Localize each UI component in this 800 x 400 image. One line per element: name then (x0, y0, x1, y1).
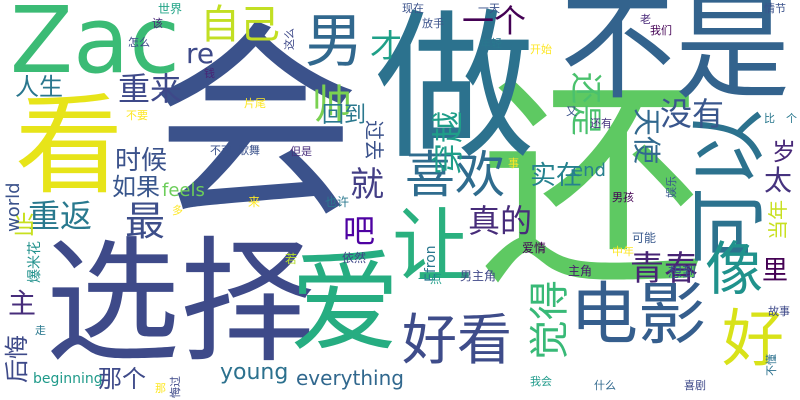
word-haokan: 好看 (402, 308, 513, 372)
word-xihuan: 喜欢 (405, 146, 505, 204)
word-ruo: 若 (285, 252, 298, 266)
word-world: world (3, 182, 24, 232)
word-yidian: 一点 (418, 272, 443, 286)
word-shuai: 帅 (312, 82, 352, 128)
word-yiran: 依然 (342, 251, 367, 265)
word-feels: feels (162, 180, 205, 201)
word-qingjie: 情节 (764, 2, 786, 15)
word-ai: 爱 (290, 239, 400, 367)
word-chonglai: 重来 (118, 70, 183, 108)
word-bi: 比 (764, 112, 775, 125)
word-women: 我们 (650, 24, 672, 37)
word-qingchun: 青春 (630, 249, 698, 289)
word-zhujiao: 主角 (568, 264, 593, 278)
word-shi: 事 (508, 157, 519, 170)
word-huiguo: 悔过 (169, 376, 182, 398)
word-yexu: 也许 (325, 195, 350, 209)
word-yitian: 一天 (478, 2, 500, 15)
word-shizai: 实在 (530, 161, 583, 191)
word-lao: 老 (640, 13, 651, 26)
word-shihou: 时候 (115, 146, 168, 176)
word-ba: 吧 (343, 212, 376, 250)
word-yule: 娱乐 (665, 176, 678, 198)
word-aiqing: 爱情 (522, 241, 547, 255)
word-cai: 才 (370, 27, 403, 65)
word-nanzhujiao: 男主角 (460, 269, 497, 283)
word-meiyou: 没有 (660, 95, 725, 133)
word-nage: 那个 (98, 365, 146, 393)
word-sui: 岁 (772, 138, 796, 166)
word-nanhai: 男孩 (612, 191, 634, 204)
word-shijie: 世界 (158, 2, 183, 16)
word-zui: 最 (125, 199, 165, 245)
word-fangshou: 放手 (422, 17, 444, 30)
word-rensheng: 人生 (15, 73, 63, 101)
word-li: 里 (762, 256, 789, 286)
word-hao: 好 (722, 302, 785, 375)
word-tianshi: 天使 (630, 108, 663, 165)
word-xiang: 像 (705, 235, 764, 303)
word-zhende: 真的 (468, 202, 533, 240)
word-huidao: 回到 (322, 103, 367, 128)
word-zou: 走 (35, 324, 46, 337)
word-lai: 来 (248, 195, 261, 209)
word-buke: 不可 (210, 144, 232, 157)
word-hai: 还 (480, 56, 705, 318)
word-dianying: 电影 (570, 276, 707, 355)
word-guoqu: 过去 (362, 120, 386, 160)
word-xianzai: 现在 (402, 2, 424, 15)
word-beginning: beginning (33, 371, 103, 387)
word-dangnian: 当年 (766, 200, 790, 240)
word-budong: 不懂 (765, 354, 778, 376)
word-buyao: 不要 (126, 109, 148, 122)
word-yige: 一个 (462, 2, 527, 40)
word-ruguo: 如果 (112, 173, 160, 201)
word-duo: 多 (172, 204, 183, 217)
word-zheme: 这么 (283, 28, 296, 50)
word-haiyou: 还有 (590, 117, 612, 130)
word-end: end (572, 160, 606, 181)
word-houhui: 后悔 (3, 335, 31, 383)
word-pianwei: 片尾 (244, 97, 266, 110)
word-tai: 太 (764, 164, 793, 197)
word-bushi: 不是 (560, 0, 791, 116)
word-jiu: 就 (350, 165, 384, 205)
word-hui: 会 (150, 2, 361, 247)
word-zuo: 做 (375, 0, 536, 181)
word-ge: 个 (786, 112, 797, 125)
word-wohui: 我会 (530, 375, 552, 388)
word-xiju: 喜剧 (684, 379, 706, 392)
word-na: 那 (155, 382, 166, 395)
word-dang: 当 (12, 211, 36, 239)
word-nianqing: 年轻 (480, 37, 502, 50)
word-keneng: 可能 (632, 231, 657, 245)
word-zenme: 怎么 (128, 36, 150, 49)
word-ziji: 自己 (200, 2, 280, 48)
word-kaishi: 开始 (530, 43, 552, 56)
word-chongfan: 重返 (28, 197, 93, 235)
word-xuanze: 选择 (45, 224, 315, 381)
word-gai: 该 (152, 17, 163, 30)
word-danshi: 但是 (290, 145, 312, 158)
word-shenme: 什么 (594, 379, 616, 392)
word-baomihua: 爆米花 (27, 241, 43, 283)
word-zac: Zac (10, 0, 180, 94)
word-kan: 看 (15, 84, 124, 209)
word-zhu: 主 (8, 287, 37, 320)
word-gushi: 故事 (768, 305, 790, 318)
word-nan: 男 (305, 7, 364, 75)
word-re: re (186, 37, 215, 70)
word-xiangdao: 想到 (668, 265, 696, 281)
word-chuanyue: 穿越 (429, 110, 467, 175)
word-you: 又 (566, 105, 577, 118)
word-juede: 觉得 (527, 280, 573, 360)
word-everything: everything (296, 366, 404, 390)
word-young: young (220, 360, 289, 385)
word-rang: 让 (392, 200, 472, 293)
word-qian: 钱 (204, 67, 215, 80)
word-gewu: 歌舞 (238, 144, 260, 157)
word-zhongnian: 中年 (612, 245, 634, 258)
